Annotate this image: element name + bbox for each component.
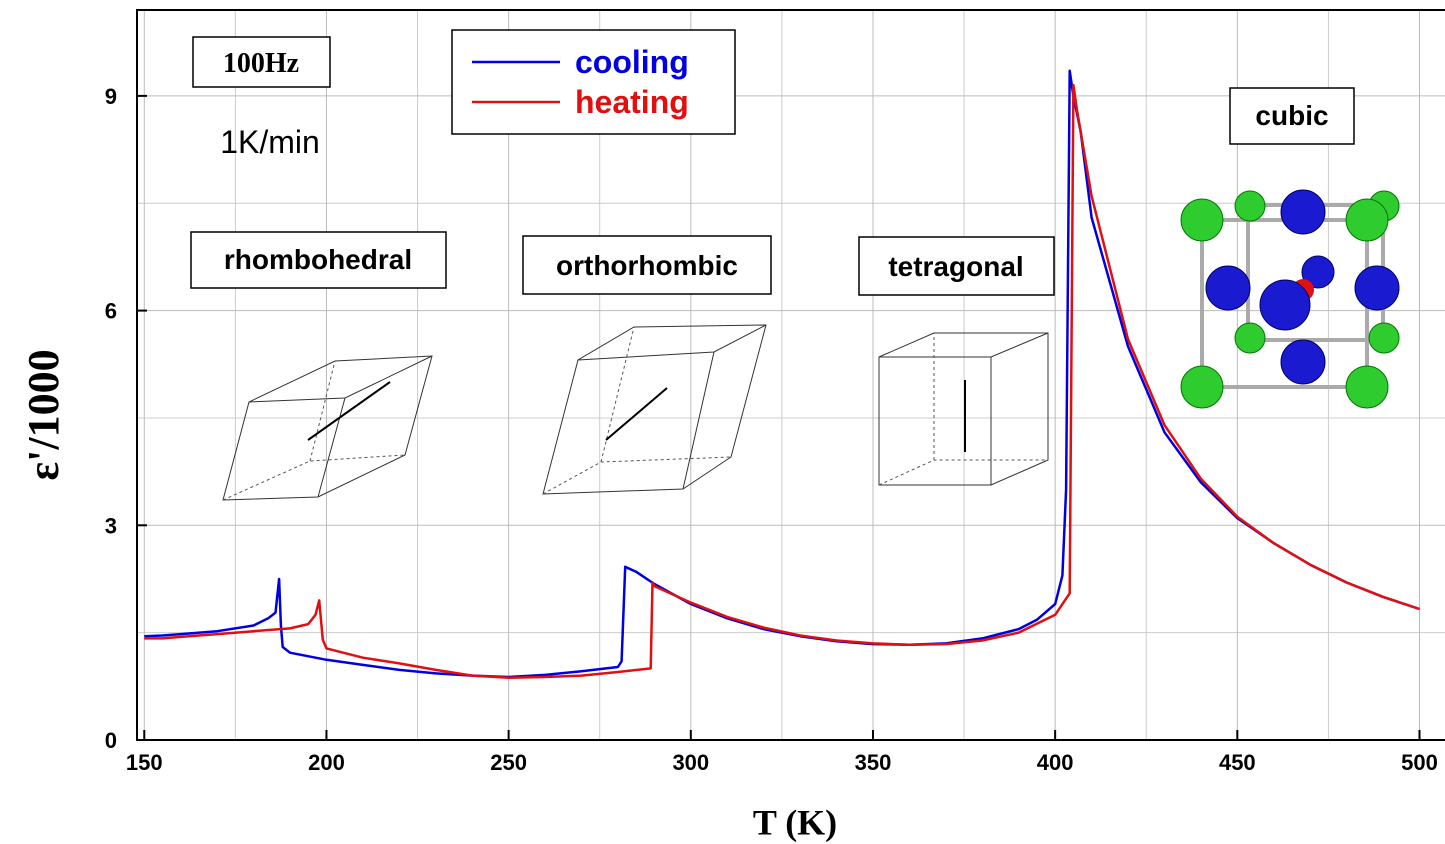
- atoms: [1180, 189, 1400, 409]
- atom: [1280, 189, 1326, 235]
- atom: [1345, 198, 1389, 242]
- y-tick-label: 3: [105, 513, 117, 538]
- atom: [1259, 279, 1311, 331]
- x-tick-label: 250: [490, 750, 527, 775]
- annotation-box: [192, 36, 331, 88]
- crystal-sketches: [222, 189, 1400, 501]
- x-tick-label: 200: [308, 750, 345, 775]
- polarization-arrow: [605, 387, 668, 441]
- annotation: orthorhombic: [556, 250, 738, 281]
- x-tick-label: 450: [1219, 750, 1256, 775]
- polarization-arrow: [307, 381, 391, 441]
- atom: [1234, 322, 1266, 354]
- legend-label: heating: [575, 84, 689, 120]
- annotation-box: [1229, 87, 1355, 145]
- cell-edge: [309, 360, 336, 462]
- atom: [1205, 265, 1251, 311]
- x-tick-label: 350: [855, 750, 892, 775]
- atom: [1354, 265, 1400, 311]
- y-tick-label: 0: [105, 728, 117, 753]
- annotation-box: [522, 235, 772, 295]
- cell-edge: [222, 454, 406, 501]
- cell-edge: [682, 351, 715, 490]
- cell-edge: [317, 397, 346, 498]
- x-tick-label: 300: [672, 750, 709, 775]
- y-axis-label: ε'/1000: [19, 349, 68, 480]
- atom: [1345, 365, 1389, 409]
- atom: [1280, 339, 1326, 385]
- annotation: 100Hz: [223, 48, 299, 79]
- atom: [1301, 255, 1335, 289]
- axis-frame: [136, 9, 1445, 741]
- series-line: [144, 69, 1420, 679]
- annotation: rhombohedral: [224, 244, 412, 275]
- x-tick-label: 400: [1037, 750, 1074, 775]
- cell-edge: [577, 324, 767, 361]
- x-tick-label: 500: [1401, 750, 1438, 775]
- y-tick-label: 6: [105, 299, 117, 324]
- atom: [1368, 322, 1400, 354]
- annotation: tetragonal: [888, 251, 1023, 282]
- atom: [1180, 365, 1224, 409]
- legend-label: cooling: [575, 44, 689, 80]
- annotation: cubic: [1255, 100, 1328, 131]
- orthorhombic-cell: [542, 324, 767, 495]
- atom: [1234, 190, 1266, 222]
- cell-edge: [600, 326, 635, 463]
- tetragonal-cell: [878, 332, 1049, 486]
- cell-edge: [878, 459, 1048, 486]
- annotation-box: [190, 231, 447, 289]
- series-line: [144, 83, 1420, 679]
- legend-box: [451, 29, 736, 135]
- x-axis-label: T (K): [753, 802, 837, 842]
- y-tick-label: 9: [105, 84, 117, 109]
- rhombohedral-cell: [222, 355, 433, 501]
- cell-edge: [248, 355, 433, 403]
- x-tick-label: 150: [126, 750, 163, 775]
- cell-edge: [879, 332, 1049, 358]
- annotation-box: [858, 236, 1055, 296]
- atom: [1180, 198, 1224, 242]
- annotation: 1K/min: [220, 124, 320, 160]
